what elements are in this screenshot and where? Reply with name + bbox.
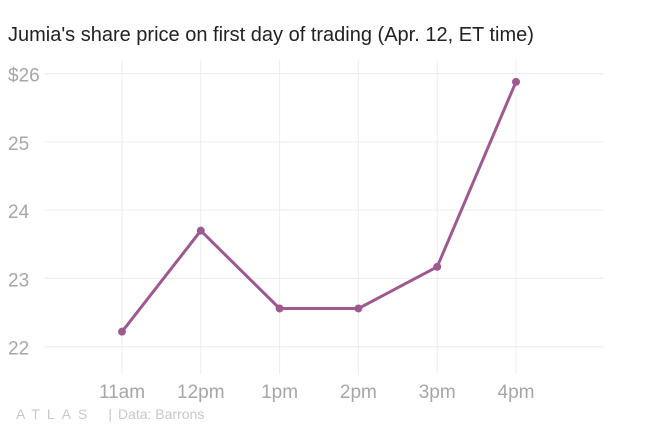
y-tick-label: 23 (8, 270, 29, 291)
x-tick-label: 3pm (419, 382, 456, 403)
data-source: Data: Barrons (117, 406, 205, 422)
data-point[interactable] (118, 327, 126, 336)
atlas-logo: ATLAS (16, 406, 95, 422)
y-tick-label: $26 (8, 66, 40, 87)
data-point[interactable] (196, 226, 205, 235)
data-point[interactable] (354, 304, 363, 313)
data-point[interactable] (275, 304, 284, 313)
x-tick-label: 1pm (261, 382, 298, 403)
series-line (120, 80, 518, 334)
grid-layer (44, 60, 604, 374)
y-axis-ticks: $26 25 24 23 22 (8, 66, 40, 360)
source-separator: | (108, 406, 112, 422)
x-tick-label: 2pm (340, 382, 377, 403)
data-point[interactable] (512, 77, 520, 86)
series-layer (118, 77, 520, 336)
y-tick-label: 25 (8, 134, 29, 155)
footer: ATLAS | Data: Barrons (16, 404, 204, 424)
x-axis-ticks: 11am 12pm 1pm 2pm 3pm 4pm (99, 382, 535, 403)
x-tick-label: 4pm (498, 382, 535, 403)
chart-title: Jumia's share price on first day of trad… (8, 24, 534, 46)
data-point[interactable] (433, 262, 442, 271)
x-tick-label: 12pm (177, 382, 225, 403)
y-tick-label: 24 (8, 202, 30, 223)
y-tick-label: 22 (8, 339, 29, 360)
x-tick-label: 11am (99, 382, 145, 403)
